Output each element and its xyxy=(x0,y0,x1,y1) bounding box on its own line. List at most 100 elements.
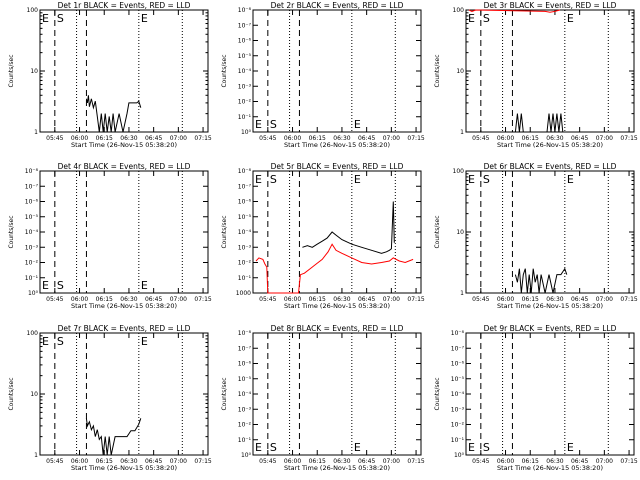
x-axis-label: Start Time (26-Nov-15 05:38:20) xyxy=(71,302,177,310)
panel-title: Det 8r BLACK = Events, RED = LLD xyxy=(271,324,404,333)
x-tick-label: 07:00 xyxy=(383,458,400,465)
x-tick-label: 05:45 xyxy=(259,296,276,303)
x-tick-label: 06:30 xyxy=(546,296,563,303)
y-axis-label: Counts/sec xyxy=(8,54,15,87)
x-tick-label: 06:30 xyxy=(546,135,563,142)
y-tick-label: 10⁻⁴ xyxy=(238,391,252,398)
x-tick-label: 05:45 xyxy=(472,135,489,142)
label-s: S xyxy=(483,12,490,25)
y-axis-label: Counts/sec xyxy=(434,215,441,248)
x-tick-label: 05:45 xyxy=(259,135,276,142)
x-tick-label: 06:45 xyxy=(358,458,375,465)
y-tick-label: 10⁻⁵ xyxy=(238,376,252,383)
x-tick-label: 06:45 xyxy=(145,458,162,465)
x-tick-label: 07:15 xyxy=(194,135,211,142)
x-tick-label: 06:45 xyxy=(571,135,588,142)
y-tick-label: 10⁻³ xyxy=(451,406,465,413)
y-tick-label: 10⁻⁸ xyxy=(238,168,252,175)
x-tick-label: 06:00 xyxy=(284,135,301,142)
y-tick-label: 10⁻⁵ xyxy=(25,214,39,221)
x-tick-label: 06:00 xyxy=(497,135,514,142)
panel-7: Det 7r BLACK = Events, RED = LLD Counts/s… xyxy=(8,324,212,472)
x-tick-label: 07:00 xyxy=(170,135,187,142)
x-tick-label: 07:00 xyxy=(596,458,613,465)
x-tick-label: 07:00 xyxy=(383,135,400,142)
x-tick-label: 06:30 xyxy=(120,458,137,465)
x-tick-label: 07:15 xyxy=(620,135,637,142)
label-s: S xyxy=(483,173,490,186)
x-tick-label: 07:15 xyxy=(194,296,211,303)
x-tick-label: 06:45 xyxy=(145,296,162,303)
y-tick-label: 10⁻² xyxy=(25,260,39,267)
label-e-end: E xyxy=(141,279,148,292)
x-axis-label: Start Time (26-Nov-15 05:38:20) xyxy=(71,141,177,149)
x-tick-label: 06:30 xyxy=(546,458,563,465)
y-tick-label: 10⁻⁶ xyxy=(238,38,252,45)
y-tick-label: 10⁻⁸ xyxy=(25,168,39,175)
y-tick-label: 10⁻¹ xyxy=(238,275,252,282)
label-e-end: E xyxy=(141,12,148,25)
x-tick-label: 06:15 xyxy=(309,458,326,465)
x-tick-label: 07:15 xyxy=(407,135,424,142)
x-tick-label: 06:15 xyxy=(522,296,539,303)
x-tick-label: 06:00 xyxy=(497,458,514,465)
label-e-start: E xyxy=(468,173,475,186)
x-tick-label: 07:00 xyxy=(596,135,613,142)
panel-6: Det 6r BLACK = Events, RED = LLD Counts/s… xyxy=(434,162,638,310)
x-tick-label: 06:30 xyxy=(333,458,350,465)
label-e-start: E xyxy=(255,441,262,454)
panel-title: Det 2r BLACK = Events, RED = LLD xyxy=(271,1,404,10)
y-axis-label: Counts/sec xyxy=(221,377,228,410)
y-tick-label: 10⁻⁵ xyxy=(238,53,252,60)
x-tick-label: 06:00 xyxy=(71,296,88,303)
y-tick-label: 10⁰ xyxy=(241,452,252,459)
y-tick-label: 100 xyxy=(27,330,39,337)
x-tick-label: 07:15 xyxy=(407,458,424,465)
label-s: S xyxy=(270,441,277,454)
y-tick-label: 10⁰ xyxy=(28,290,39,297)
x-tick-label: 07:15 xyxy=(620,296,637,303)
y-tick-label: 10⁻⁴ xyxy=(451,391,465,398)
y-tick-label: 10⁻² xyxy=(238,260,252,267)
panel-title: Det 5r BLACK = Events, RED = LLD xyxy=(271,162,404,171)
y-tick-label: 1 xyxy=(34,129,38,136)
x-tick-label: 05:45 xyxy=(472,296,489,303)
x-tick-label: 06:45 xyxy=(145,135,162,142)
x-tick-label: 06:00 xyxy=(284,458,301,465)
label-s: S xyxy=(270,118,277,131)
panel-title: Det 3r BLACK = Events, RED = LLD xyxy=(484,1,617,10)
y-tick-label: 10⁻¹ xyxy=(25,275,39,282)
x-axis-label: Start Time (26-Nov-15 05:38:20) xyxy=(284,302,390,310)
x-tick-label: 07:15 xyxy=(407,296,424,303)
x-tick-label: 06:30 xyxy=(333,135,350,142)
label-s: S xyxy=(270,173,277,186)
label-e-end: E xyxy=(354,118,361,131)
y-tick-label: 10⁻⁶ xyxy=(238,361,252,368)
y-tick-label: 10⁻³ xyxy=(25,244,39,251)
y-tick-label: 10⁻⁵ xyxy=(238,214,252,221)
y-axis-label: Counts/sec xyxy=(221,54,228,87)
y-tick-label: 10⁻³ xyxy=(238,244,252,251)
y-tick-label: 10 xyxy=(456,68,464,75)
y-axis-label: Counts/sec xyxy=(8,215,15,248)
panel-title: Det 9r BLACK = Events, RED = LLD xyxy=(484,324,617,333)
label-e-start: E xyxy=(42,279,49,292)
y-tick-label: 10⁰ xyxy=(454,452,465,459)
x-tick-label: 06:15 xyxy=(96,135,113,142)
y-tick-label: 100 xyxy=(453,7,465,14)
x-tick-label: 06:45 xyxy=(358,296,375,303)
y-tick-label: 10⁻¹ xyxy=(238,437,252,444)
x-tick-label: 07:00 xyxy=(170,296,187,303)
y-tick-label: 10⁻⁴ xyxy=(25,229,39,236)
events-series-line xyxy=(85,95,142,133)
y-tick-label: 1 xyxy=(460,290,464,297)
x-tick-label: 07:00 xyxy=(383,296,400,303)
y-tick-label: 10 xyxy=(30,391,38,398)
panel-4: Det 4r BLACK = Events, RED = LLD Counts/s… xyxy=(8,162,212,310)
label-e-end: E xyxy=(354,173,361,186)
x-tick-label: 06:00 xyxy=(497,296,514,303)
y-tick-label: 10⁻⁷ xyxy=(238,22,252,29)
x-tick-label: 05:45 xyxy=(46,458,63,465)
y-tick-label: 10⁻⁴ xyxy=(238,68,252,75)
